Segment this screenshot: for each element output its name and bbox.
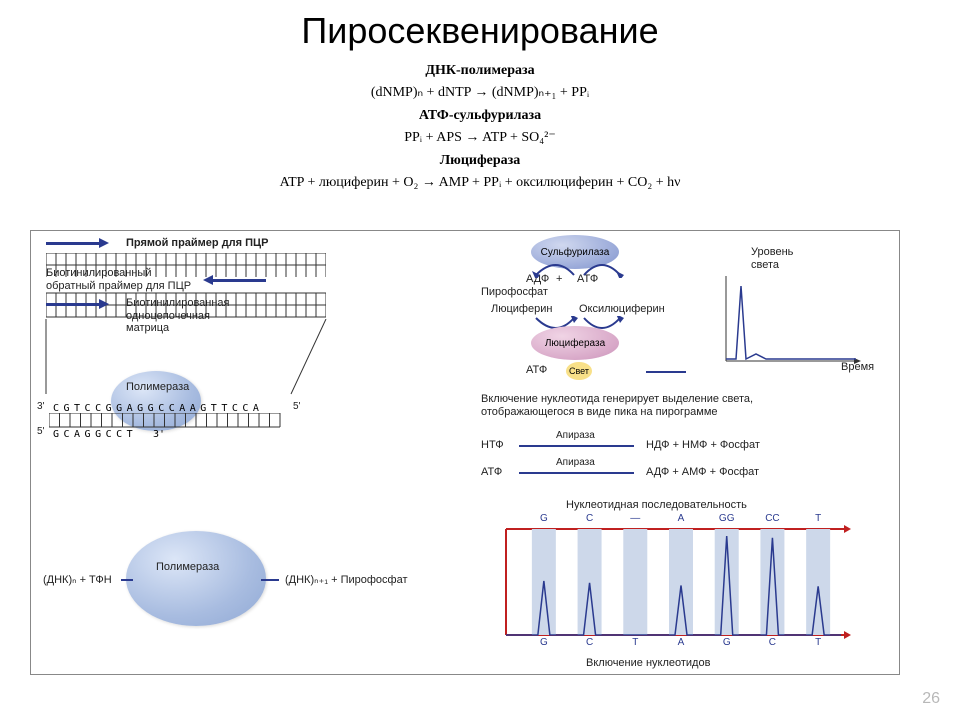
luciferase-oval: Люцифераза [531, 326, 619, 360]
pyrogram-letter-bottom: G [715, 637, 739, 648]
apyrase-label-2: Апираза [556, 457, 595, 468]
page-number: 26 [922, 690, 940, 708]
template-arrow-icon [46, 303, 101, 306]
sequence-bottom: GCAGGCCT [53, 429, 137, 440]
light-label: Свет [569, 366, 589, 376]
oxyluciferin-label: Оксилюциферин [579, 303, 665, 315]
page-title: Пиросеквенирование [0, 0, 960, 52]
eq2-title: АТФ-сульфурилаза [0, 105, 960, 127]
eq3-title: Люцифераза [0, 150, 960, 172]
pyrogram-letter-top: CC [760, 513, 784, 524]
pyrogram-letter-bottom: A [669, 637, 693, 648]
mini-pyrogram [711, 276, 861, 371]
atf-label-2: АТФ [526, 364, 547, 376]
ntf-label: НТФ [481, 439, 504, 451]
pyrogram-letter-bottom: C [578, 637, 602, 648]
end-5-prime-right: 5' [293, 401, 300, 412]
inclusion-label: Включение нуклеотидов [586, 657, 710, 669]
pyrogram-title: Нуклеотидная последовательность [566, 499, 747, 511]
polymerase-label-2: Полимераза [156, 561, 219, 573]
pyrogram-letter-top: GG [715, 513, 739, 524]
eq1: (dNMP)ₙ + dNTP → (dNMP)ₙ₊₁ + PPᵢ [0, 82, 960, 104]
pyrogram-letter-bottom: T [623, 637, 647, 648]
reaction-arrow-out [261, 579, 279, 581]
ntf-arrow [519, 445, 634, 447]
left-pane: (function(){ const svg = document.curren… [31, 231, 471, 674]
atf-label-3: АТФ [481, 466, 502, 478]
end-5-prime-bottom: 5' [37, 426, 44, 437]
pyrogram-letter-bottom: T [806, 637, 830, 648]
reverse-arrow-icon [211, 279, 266, 282]
atf-out-label: АДФ + АМФ + Фосфат [646, 466, 759, 478]
pyrogram-letter-top: A [669, 513, 693, 524]
pyrogram-letter-top: — [623, 513, 647, 524]
pyrogram-chart: G C — A GG CC T G C T A G C T [491, 515, 851, 650]
incorporation-text: Включение нуклеотида генерирует выделени… [481, 393, 753, 419]
pyrogram-letter-top: C [578, 513, 602, 524]
ntf-out-label: НДФ + НМФ + Фосфат [646, 439, 760, 451]
sulf-cycle-arrows [526, 253, 626, 278]
light-arrow [646, 371, 686, 373]
forward-arrow-icon [46, 242, 101, 245]
luciferin-label: Люциферин [491, 303, 552, 315]
atf-arrow [519, 472, 634, 474]
sequence-bottom-3: 3' [153, 429, 165, 440]
polymerase-label-1: Полимераза [126, 381, 189, 393]
eq2: PPᵢ + APS → ATP + SO₄²⁻ [0, 127, 960, 149]
polymerase-oval-large [126, 531, 266, 626]
pyrophosphate-label: Пирофосфат [481, 286, 548, 298]
time-label: Время [841, 361, 874, 373]
pyrogram-letter-bottom: C [760, 637, 784, 648]
apyrase-label-1: Апираза [556, 430, 595, 441]
eq1-title: ДНК-полимераза [0, 60, 960, 82]
end-3-prime-top: 3' [37, 401, 44, 412]
equations-block: ДНК-полимераза (dNMP)ₙ + dNTP → (dNMP)ₙ₊… [0, 60, 960, 194]
reaction-in: (ДНК)ₙ + ТФН [43, 573, 112, 586]
reverse-primer-label: Биотинилированный обратный праймер для П… [46, 267, 191, 292]
luciferase-label: Люцифераза [545, 338, 605, 349]
right-pane: Сульфурилаза АДФ + АТФ Пирофосфат Люцифе… [471, 231, 901, 674]
light-oval: Свет [566, 362, 592, 380]
light-level-label: Уровень света [751, 246, 793, 271]
reaction-arrow-in [121, 579, 133, 581]
pyrogram-letter-top: T [806, 513, 830, 524]
diagram-container: (function(){ const svg = document.curren… [30, 230, 900, 675]
forward-primer-label: Прямой праймер для ПЦР [126, 237, 268, 249]
eq3: ATP + люциферин + O₂ → AMP + PPᵢ + оксил… [0, 172, 960, 194]
pyrogram-letter-top: G [532, 513, 556, 524]
pyrogram-letter-bottom: G [532, 637, 556, 648]
reaction-out: (ДНК)ₙ₊₁ + Пирофосфат [285, 573, 407, 586]
